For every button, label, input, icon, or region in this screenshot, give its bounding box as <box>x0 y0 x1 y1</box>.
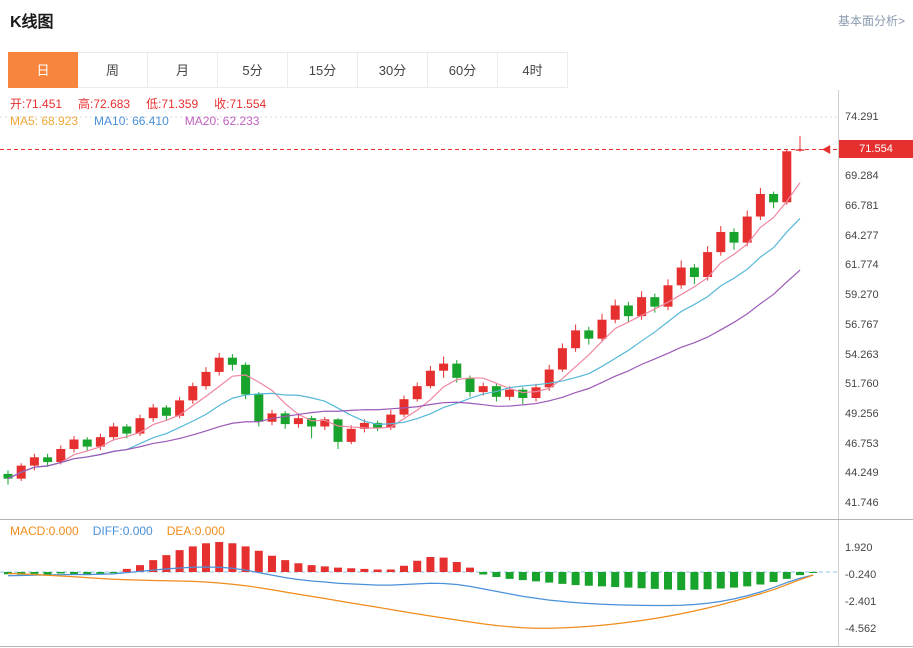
y-tick-label: 41.746 <box>845 497 879 510</box>
fundamental-analysis-link[interactable]: 基本面分析> <box>837 14 905 28</box>
bottom-border <box>0 646 913 647</box>
macd-tick-label: -4.562 <box>845 622 877 635</box>
y-tick-label: 59.270 <box>845 289 879 302</box>
tab-月[interactable]: 月 <box>148 52 218 88</box>
tab-60分[interactable]: 60分 <box>428 52 498 88</box>
y-tick-label: 49.256 <box>845 407 879 420</box>
page-title: K线图 <box>10 14 54 31</box>
y-tick-label: 74.291 <box>845 111 879 123</box>
macd-tick-label: -2.401 <box>845 595 877 608</box>
tab-日[interactable]: 日 <box>8 52 78 88</box>
high-value: 高:72.683 <box>78 97 131 111</box>
ma10-value: MA10: 66.410 <box>94 114 169 128</box>
low-value: 低:71.359 <box>146 97 199 111</box>
macd-tick-label: 1.920 <box>845 542 873 554</box>
ma20-value: MA20: 62.233 <box>184 114 260 128</box>
tab-15分[interactable]: 15分 <box>288 52 358 88</box>
ma-readout: MA5: 68.923 MA10: 66.410 MA20: 62.233 <box>10 114 275 128</box>
panel-divider <box>0 519 913 520</box>
y-tick-label: 46.753 <box>845 437 879 450</box>
y-tick-label: 44.249 <box>845 467 879 480</box>
macd-chart[interactable] <box>0 520 838 646</box>
tab-周[interactable]: 周 <box>78 52 148 88</box>
close-value: 收:71.554 <box>214 97 267 111</box>
tab-5分[interactable]: 5分 <box>218 52 288 88</box>
diff-value: DIFF:0.000 <box>92 524 153 538</box>
y-tick-label: 56.767 <box>845 318 879 331</box>
y-tick-label: 66.781 <box>845 200 879 213</box>
candlestick-chart[interactable] <box>0 90 838 518</box>
macd-readout: MACD:0.000 DIFF:0.000 DEA:0.000 <box>10 524 239 538</box>
current-price-tag: 71.554 <box>839 140 913 159</box>
tab-4时[interactable]: 4时 <box>498 52 568 88</box>
open-value: 开:71.451 <box>10 97 63 111</box>
macd-value: MACD:0.000 <box>10 524 79 538</box>
macd-tick-label: -0.240 <box>845 568 877 581</box>
y-tick-label: 64.277 <box>845 229 879 242</box>
y-tick-label: 54.263 <box>845 348 879 361</box>
y-tick-label: 51.760 <box>845 378 879 391</box>
dea-value: DEA:0.000 <box>166 524 225 538</box>
axis-divider <box>838 90 839 646</box>
ma5-value: MA5: 68.923 <box>10 114 79 128</box>
tab-30分[interactable]: 30分 <box>358 52 428 88</box>
ohlc-readout: 开:71.451 高:72.683 低:71.359 收:71.554 <box>10 95 282 112</box>
y-tick-label: 69.284 <box>845 170 879 183</box>
period-tabs: 日周月 5分 15分 30分 60分 4时 <box>8 52 568 88</box>
y-tick-label: 61.774 <box>845 259 879 272</box>
